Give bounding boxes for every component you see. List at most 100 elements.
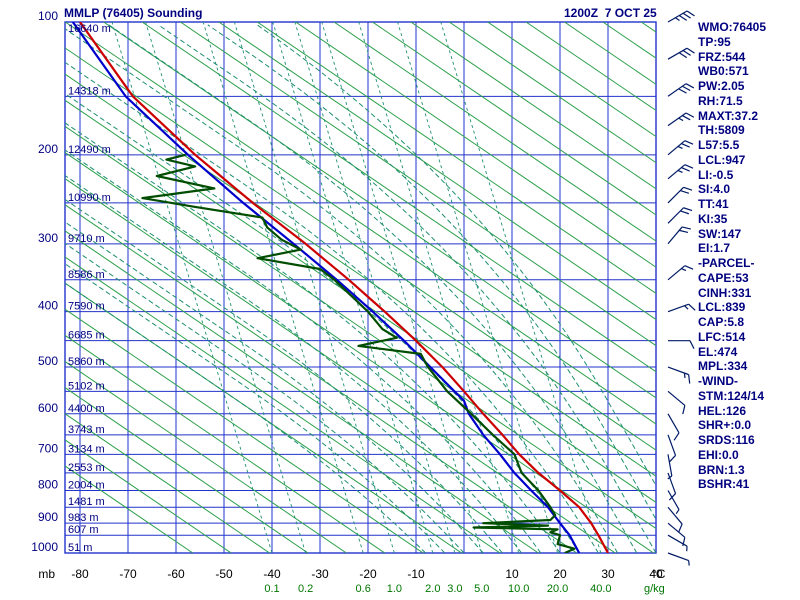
wind-barb-staff bbox=[667, 83, 687, 97]
stats-panel: WMO:76405 TP:95 FRZ:544 WB0:571 PW:2.05 RH:71… bbox=[698, 20, 766, 492]
stats-line: LCL:839 bbox=[698, 300, 746, 315]
height-label: 51 m bbox=[68, 542, 92, 554]
pressure-tick-label: 200 bbox=[38, 142, 58, 156]
stats-line: LI:-0.5 bbox=[698, 167, 734, 182]
wind-barb bbox=[667, 552, 690, 566]
height-label: 16640 m bbox=[68, 23, 111, 35]
height-label: 3134 m bbox=[68, 443, 105, 455]
moist-adiabat bbox=[65, 61, 599, 553]
dry-adiabat bbox=[295, 22, 656, 268]
height-label: 7590 m bbox=[68, 301, 105, 313]
height-label: 14318 m bbox=[68, 85, 111, 97]
stats-line: SI:4.0 bbox=[698, 182, 731, 197]
wind-barb-tick bbox=[679, 229, 689, 234]
wind-barb-staff bbox=[667, 10, 688, 23]
wind-barb-staff bbox=[667, 207, 684, 224]
height-label: 8586 m bbox=[68, 269, 105, 281]
dry-adiabat bbox=[65, 230, 539, 553]
stats-line: RH:71.5 bbox=[698, 93, 743, 108]
wind-barb-staff bbox=[667, 434, 677, 456]
wind-barb-staff bbox=[667, 413, 680, 434]
wind-barb-tick bbox=[684, 265, 694, 270]
wind-barb-tick bbox=[684, 164, 694, 169]
wind-barb-tick bbox=[684, 140, 694, 145]
moist-adiabat bbox=[256, 24, 656, 487]
temp-tick-label: -50 bbox=[215, 567, 233, 581]
mixing-ratio-line bbox=[145, 22, 307, 553]
wind-barb bbox=[667, 490, 680, 515]
dry-adiabat bbox=[256, 22, 656, 294]
height-label: 10990 m bbox=[68, 192, 111, 204]
dry-adiabat bbox=[65, 99, 656, 503]
dry-adiabat bbox=[487, 22, 656, 138]
dry-adiabat bbox=[448, 22, 656, 164]
mixing-ratio-label: 1.0 bbox=[387, 583, 402, 595]
wind-barb-tick bbox=[688, 374, 691, 384]
wind-barb bbox=[667, 454, 673, 480]
wind-barb-tick bbox=[683, 186, 693, 191]
wind-barb bbox=[667, 522, 686, 547]
wind-barb-staff bbox=[667, 265, 686, 281]
stats-line: MPL:334 bbox=[698, 359, 748, 374]
wind-barb-staff bbox=[667, 164, 686, 180]
wind-barb-tick bbox=[685, 112, 695, 118]
wind-barb-staff bbox=[667, 226, 683, 245]
wind-barb-tick bbox=[682, 12, 691, 19]
stats-line: LCL:947 bbox=[698, 152, 746, 167]
wind-barb-tick bbox=[681, 167, 690, 172]
temperature-curve bbox=[79, 22, 609, 553]
moist-adiabat bbox=[65, 174, 522, 553]
wind-barb-halftick bbox=[684, 305, 689, 310]
wind-barb bbox=[667, 164, 694, 180]
height-label: 607 m bbox=[68, 524, 99, 536]
wind-barb bbox=[667, 434, 677, 463]
wind-barb-tick bbox=[678, 523, 683, 533]
wind-barb-tick bbox=[682, 115, 691, 121]
sounding-datetime: 1200Z 7 OCT 25 bbox=[564, 6, 657, 20]
mixing-ratio-label: 3.0 bbox=[447, 583, 462, 595]
stats-line: KI:35 bbox=[698, 211, 728, 226]
mixing-unit-label: g/kg bbox=[644, 583, 665, 595]
mixing-ratio-line bbox=[440, 22, 602, 553]
wind-barb-halftick bbox=[678, 117, 684, 122]
dry-adiabat bbox=[65, 125, 656, 530]
dry-adiabat bbox=[180, 22, 656, 347]
wind-barb bbox=[667, 506, 683, 533]
height-label: 3743 m bbox=[68, 424, 105, 436]
stats-line: HEL:126 bbox=[698, 403, 747, 418]
stats-line: -PARCEL- bbox=[698, 256, 755, 270]
wind-barb-staff bbox=[667, 303, 689, 313]
temp-tick-label: -70 bbox=[119, 567, 137, 581]
wind-barb-tick bbox=[682, 405, 686, 415]
dry-adiabat bbox=[218, 22, 656, 321]
wind-barb-halftick bbox=[681, 268, 687, 272]
wind-barb-staff bbox=[667, 140, 686, 156]
wind-barb-staff bbox=[667, 472, 677, 494]
dry-adiabat bbox=[65, 256, 501, 553]
height-label: 983 m bbox=[68, 512, 99, 524]
stats-line: MAXT:37.2 bbox=[698, 108, 759, 123]
mixing-ratio-line bbox=[358, 22, 520, 553]
stats-line: CAPE:53 bbox=[698, 270, 749, 285]
stats-line: WMO:76405 bbox=[698, 20, 767, 34]
pressure-unit-label: mb bbox=[38, 567, 55, 581]
dry-adiabat bbox=[65, 22, 656, 425]
wind-barb-tick bbox=[668, 493, 676, 501]
wind-barb-tick bbox=[686, 10, 695, 17]
temp-tick-label: 20 bbox=[553, 567, 567, 581]
pressure-tick-label: 700 bbox=[38, 441, 58, 455]
wind-barb-tick bbox=[680, 210, 690, 215]
height-label: 4400 m bbox=[68, 403, 105, 415]
temp-tick-label: -10 bbox=[407, 567, 425, 581]
wind-barb bbox=[667, 140, 694, 156]
moist-adiabat bbox=[65, 122, 561, 553]
pressure-tick-label: 400 bbox=[38, 299, 58, 313]
mixing-ratio-line bbox=[233, 22, 395, 553]
stats-line: CINH:331 bbox=[698, 285, 752, 300]
moist-adiabat bbox=[65, 263, 446, 553]
stats-line: TP:95 bbox=[698, 34, 731, 49]
wind-barb-tick bbox=[689, 340, 695, 349]
wind-barb-tick bbox=[668, 455, 676, 463]
wind-barb-tick bbox=[678, 14, 688, 21]
